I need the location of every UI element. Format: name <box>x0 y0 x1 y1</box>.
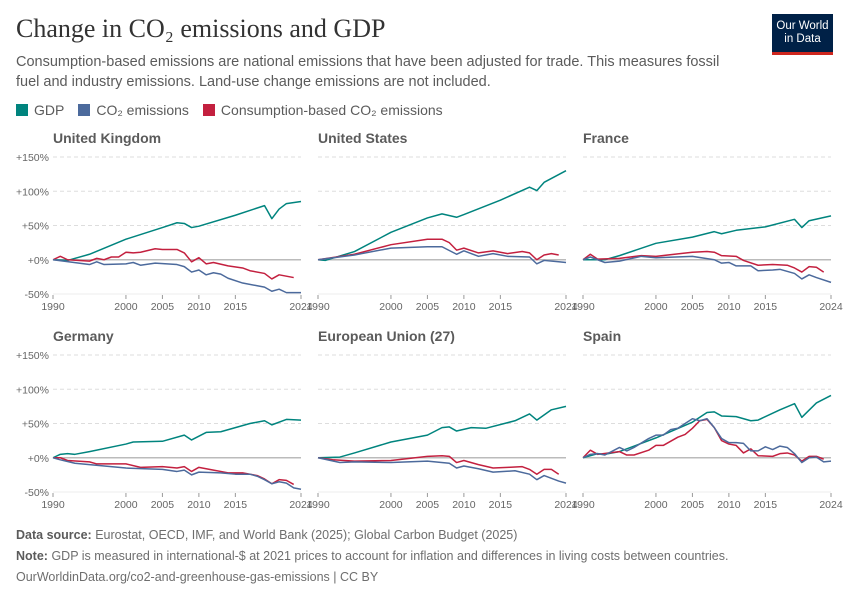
panel-title: Germany <box>53 328 114 344</box>
x-tick-label: 1990 <box>306 301 330 313</box>
x-tick-label: 2000 <box>114 301 138 313</box>
panel-spain: Spain 1990 2000 2005 2010 2015 2024 <box>571 328 843 511</box>
panel-title: European Union (27) <box>318 328 455 344</box>
legend: GDP CO₂ emissions Consumption-based CO₂ … <box>16 102 443 118</box>
x-tick-label: 1990 <box>571 301 595 313</box>
x-tick-label: 2010 <box>717 499 741 511</box>
footer-url[interactable]: OurWorldinData.org/co2-and-greenhouse-ga… <box>16 570 379 584</box>
y-tick-label: -50% <box>24 487 49 499</box>
x-tick-label: 2015 <box>489 499 513 511</box>
x-tick-label: 2005 <box>681 301 705 313</box>
y-tick-label: +50% <box>22 419 49 431</box>
footer-note: Note: GDP is measured in international-$… <box>16 549 728 563</box>
x-tick-label: 2010 <box>187 499 211 511</box>
x-tick-label: 2005 <box>681 499 705 511</box>
x-tick-label: 1990 <box>571 499 595 511</box>
x-tick-label: 2024 <box>289 301 313 313</box>
note-text: GDP is measured in international-$ at 20… <box>51 549 729 563</box>
y-tick-label: +100% <box>16 384 49 396</box>
x-tick-label: 2015 <box>489 301 513 313</box>
legend-label: Consumption-based CO₂ emissions <box>220 102 443 118</box>
x-tick-label: 2015 <box>224 499 248 511</box>
x-tick-label: 2005 <box>416 499 440 511</box>
x-tick-label: 2024 <box>819 499 843 511</box>
panel-title: Spain <box>583 328 621 344</box>
panel-title: United Kingdom <box>53 130 161 146</box>
y-tick-label: +150% <box>16 350 49 362</box>
series-line-co2 <box>52 457 302 490</box>
series-line-co2 <box>317 245 567 265</box>
y-tick-label: +50% <box>22 221 49 233</box>
series-line-consumption-co2 <box>317 454 560 475</box>
legend-item-co2[interactable]: CO₂ emissions <box>78 102 189 118</box>
series-line-gdp <box>583 215 832 261</box>
x-tick-label: 2015 <box>754 301 778 313</box>
series-line-co2 <box>52 259 301 294</box>
panel-france: France 1990 2000 2005 2010 2015 2024 <box>571 130 843 313</box>
panel-germany: Germany +150% +100% +50% +0% -50%1990 2000 2005… <box>16 328 313 511</box>
x-tick-label: 1990 <box>41 499 65 511</box>
series-line-consumption-co2 <box>582 250 825 273</box>
series-line-consumption-co2 <box>52 248 294 280</box>
logo-text: in Data <box>784 33 821 45</box>
source-text: Eurostat, OECD, IMF, and World Bank (202… <box>95 528 518 542</box>
x-tick-label: 2010 <box>452 301 476 313</box>
legend-label: GDP <box>34 102 65 118</box>
source-label: Data source: <box>16 528 92 542</box>
series-line-gdp <box>52 418 302 459</box>
legend-item-gdp[interactable]: GDP <box>16 102 64 118</box>
chart-subtitle: Consumption-based emissions are national… <box>16 54 720 90</box>
note-label: Note: <box>16 549 48 563</box>
panel-united-kingdom: United Kingdom +150% +100% +50% +0% -50%1990 2… <box>16 130 313 313</box>
x-tick-label: 2024 <box>289 499 313 511</box>
x-tick-label: 2015 <box>754 499 778 511</box>
x-tick-label: 2000 <box>114 499 138 511</box>
logo-text: Our World <box>776 20 829 32</box>
y-tick-label: +100% <box>16 186 49 198</box>
legend-swatch <box>78 104 91 116</box>
x-tick-label: 2010 <box>717 301 741 313</box>
legend-swatch <box>16 104 28 116</box>
x-tick-label: 2005 <box>151 499 175 511</box>
x-tick-label: 2024 <box>819 301 843 313</box>
legend-swatch <box>202 104 215 116</box>
series-line-consumption-co2 <box>317 238 559 261</box>
y-tick-label: +150% <box>16 152 49 164</box>
series-line-gdp <box>317 405 567 459</box>
x-tick-label: 2005 <box>151 301 175 313</box>
legend-item-consumption-co2[interactable]: Consumption-based CO₂ emissions <box>202 102 443 118</box>
panel-united-states: United States 1990 2000 2005 2010 2015 2024 <box>306 130 578 313</box>
panel-title: France <box>583 130 629 146</box>
y-tick-label: -50% <box>24 289 49 301</box>
series-line-co2 <box>582 417 832 464</box>
x-tick-label: 2000 <box>379 301 403 313</box>
y-tick-label: +0% <box>28 255 49 267</box>
y-tick-label: +0% <box>28 453 49 465</box>
panel-european-union-27-: European Union (27) 1990 2000 2005 2010 2015 2… <box>306 328 578 511</box>
owid-logo[interactable]: Our World in Data <box>772 14 833 55</box>
x-tick-label: 1990 <box>306 499 330 511</box>
x-tick-label: 2010 <box>187 301 211 313</box>
legend-label: CO₂ emissions <box>96 102 189 118</box>
x-tick-label: 1990 <box>41 301 65 313</box>
x-tick-label: 2024 <box>554 499 578 511</box>
footer-source: Data source: Eurostat, OECD, IMF, and Wo… <box>16 528 517 542</box>
x-tick-label: 2000 <box>644 301 668 313</box>
panel-title: United States <box>318 130 408 146</box>
series-line-gdp <box>52 200 302 262</box>
x-tick-label: 2000 <box>644 499 668 511</box>
series-line-gdp <box>317 170 567 262</box>
x-tick-label: 2024 <box>554 301 578 313</box>
series-line-co2 <box>317 457 567 484</box>
x-tick-label: 2005 <box>416 301 440 313</box>
x-tick-label: 2000 <box>379 499 403 511</box>
x-tick-label: 2015 <box>224 301 248 313</box>
series-line-co2 <box>582 255 832 284</box>
x-tick-label: 2010 <box>452 499 476 511</box>
chart-title: Change in CO₂ emissions and GDP <box>16 14 386 43</box>
series-line-consumption-co2 <box>582 418 824 462</box>
